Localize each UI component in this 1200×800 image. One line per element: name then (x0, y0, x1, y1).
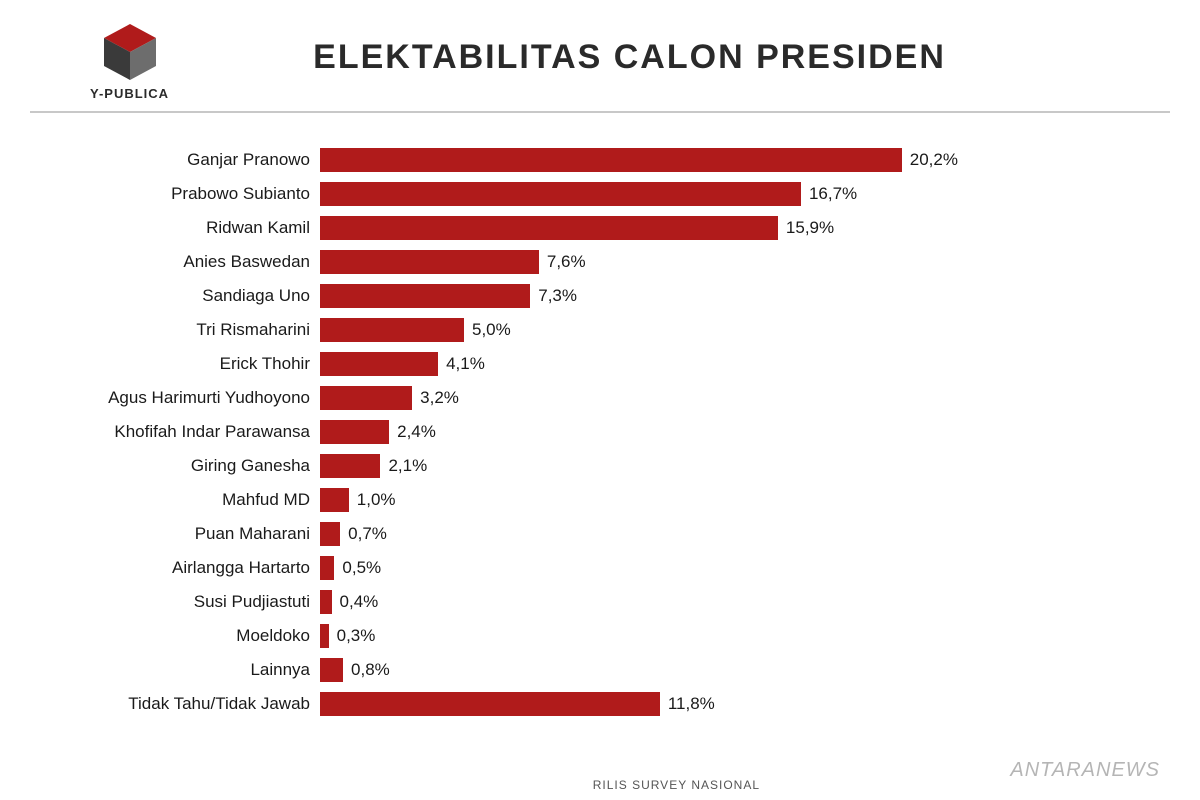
bar-wrap: 20,2% (320, 143, 1140, 177)
bar (320, 318, 464, 342)
page-title: ELEKTABILITAS CALON PRESIDEN (209, 20, 1130, 77)
value-label: 5,0% (464, 320, 511, 340)
chart-row: Sandiaga Uno 7,3% (60, 279, 1140, 313)
chart-row: Ganjar Pranowo 20,2% (60, 143, 1140, 177)
candidate-label: Anies Baswedan (60, 252, 320, 272)
footer-text: RILIS SURVEY NASIONAL (593, 778, 760, 792)
bar (320, 182, 801, 206)
chart-row: Anies Baswedan 7,6% (60, 245, 1140, 279)
header: Y-PUBLICA ELEKTABILITAS CALON PRESIDEN (30, 0, 1170, 113)
bar-wrap: 16,7% (320, 177, 1140, 211)
bar (320, 352, 438, 376)
electability-chart: Ganjar Pranowo 20,2% Prabowo Subianto 16,7%… (0, 113, 1200, 731)
value-label: 20,2% (902, 150, 958, 170)
candidate-label: Ridwan Kamil (60, 218, 320, 238)
bar (320, 454, 380, 478)
bar (320, 556, 334, 580)
chart-row: Moeldoko 0,3% (60, 619, 1140, 653)
bar (320, 386, 412, 410)
chart-row: Airlangga Hartarto 0,5% (60, 551, 1140, 585)
chart-row: Prabowo Subianto 16,7% (60, 177, 1140, 211)
value-label: 4,1% (438, 354, 485, 374)
bar-wrap: 0,3% (320, 619, 1140, 653)
bar-wrap: 5,0% (320, 313, 1140, 347)
value-label: 0,7% (340, 524, 387, 544)
chart-row: Tri Rismaharini 5,0% (60, 313, 1140, 347)
candidate-label: Prabowo Subianto (60, 184, 320, 204)
value-label: 0,5% (334, 558, 381, 578)
candidate-label: Sandiaga Uno (60, 286, 320, 306)
candidate-label: Tri Rismaharini (60, 320, 320, 340)
candidate-label: Moeldoko (60, 626, 320, 646)
chart-row: Mahfud MD 1,0% (60, 483, 1140, 517)
value-label: 7,3% (530, 286, 577, 306)
bar-wrap: 7,6% (320, 245, 1140, 279)
value-label: 0,3% (329, 626, 376, 646)
bar-wrap: 4,1% (320, 347, 1140, 381)
candidate-label: Lainnya (60, 660, 320, 680)
chart-row: Lainnya 0,8% (60, 653, 1140, 687)
value-label: 15,9% (778, 218, 834, 238)
bar-wrap: 7,3% (320, 279, 1140, 313)
value-label: 1,0% (349, 490, 396, 510)
candidate-label: Tidak Tahu/Tidak Jawab (60, 694, 320, 714)
chart-row: Agus Harimurti Yudhoyono 3,2% (60, 381, 1140, 415)
bar (320, 420, 389, 444)
chart-row: Puan Maharani 0,7% (60, 517, 1140, 551)
chart-row: Ridwan Kamil 15,9% (60, 211, 1140, 245)
bar-wrap: 2,4% (320, 415, 1140, 449)
bar-wrap: 3,2% (320, 381, 1140, 415)
bar-wrap: 15,9% (320, 211, 1140, 245)
value-label: 16,7% (801, 184, 857, 204)
logo-text: Y-PUBLICA (90, 86, 169, 101)
value-label: 2,1% (380, 456, 427, 476)
chart-row: Giring Ganesha 2,1% (60, 449, 1140, 483)
logo: Y-PUBLICA (90, 20, 169, 101)
bar (320, 692, 660, 716)
bar (320, 624, 329, 648)
candidate-label: Erick Thohir (60, 354, 320, 374)
bar-wrap: 2,1% (320, 449, 1140, 483)
bar (320, 522, 340, 546)
bar (320, 488, 349, 512)
chart-row: Susi Pudjiastuti 0,4% (60, 585, 1140, 619)
bar-wrap: 0,4% (320, 585, 1140, 619)
value-label: 0,4% (332, 592, 379, 612)
bar-wrap: 0,7% (320, 517, 1140, 551)
watermark: ANTARANEWS (1010, 759, 1160, 782)
candidate-label: Khofifah Indar Parawansa (60, 422, 320, 442)
bar (320, 148, 902, 172)
cube-icon (98, 20, 162, 84)
value-label: 3,2% (412, 388, 459, 408)
bar (320, 216, 778, 240)
candidate-label: Susi Pudjiastuti (60, 592, 320, 612)
value-label: 7,6% (539, 252, 586, 272)
bar-wrap: 11,8% (320, 687, 1140, 721)
chart-row: Khofifah Indar Parawansa 2,4% (60, 415, 1140, 449)
candidate-label: Giring Ganesha (60, 456, 320, 476)
candidate-label: Agus Harimurti Yudhoyono (60, 388, 320, 408)
bar-wrap: 0,5% (320, 551, 1140, 585)
candidate-label: Airlangga Hartarto (60, 558, 320, 578)
bar (320, 658, 343, 682)
bar-wrap: 1,0% (320, 483, 1140, 517)
chart-row: Erick Thohir 4,1% (60, 347, 1140, 381)
candidate-label: Ganjar Pranowo (60, 150, 320, 170)
bar (320, 590, 332, 614)
value-label: 11,8% (660, 694, 715, 714)
chart-row: Tidak Tahu/Tidak Jawab 11,8% (60, 687, 1140, 721)
value-label: 2,4% (389, 422, 436, 442)
value-label: 0,8% (343, 660, 390, 680)
bar (320, 284, 530, 308)
candidate-label: Mahfud MD (60, 490, 320, 510)
bar (320, 250, 539, 274)
bar-wrap: 0,8% (320, 653, 1140, 687)
candidate-label: Puan Maharani (60, 524, 320, 544)
